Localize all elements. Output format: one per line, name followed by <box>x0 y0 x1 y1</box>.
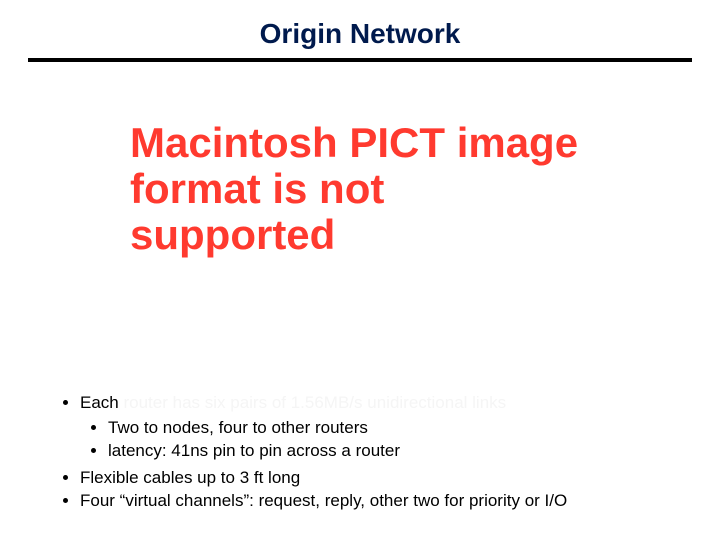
bullet-1b: latency: 41ns pin to pin across a router <box>108 440 690 463</box>
bullet-list: Each router has six pairs of 1.56MB/s un… <box>60 392 690 513</box>
bullet-3: Four “virtual channels”: request, reply,… <box>80 490 690 513</box>
slide: Origin Network Macintosh PICT image form… <box>0 0 720 540</box>
bullet-1: Each router has six pairs of 1.56MB/s un… <box>80 392 690 463</box>
pict-error-text: Macintosh PICT image format is not suppo… <box>130 120 590 259</box>
bullet-1-sublist: Two to nodes, four to other routers late… <box>80 417 690 463</box>
bullet-1-tail: router has six pairs of 1.56MB/s unidire… <box>123 393 506 412</box>
title-rule <box>28 58 692 62</box>
page-title: Origin Network <box>0 0 720 50</box>
bullet-1a: Two to nodes, four to other routers <box>108 417 690 440</box>
bullet-1-lead: Each <box>80 393 123 412</box>
bullet-2: Flexible cables up to 3 ft long <box>80 467 690 490</box>
body-content: Each router has six pairs of 1.56MB/s un… <box>60 392 690 513</box>
